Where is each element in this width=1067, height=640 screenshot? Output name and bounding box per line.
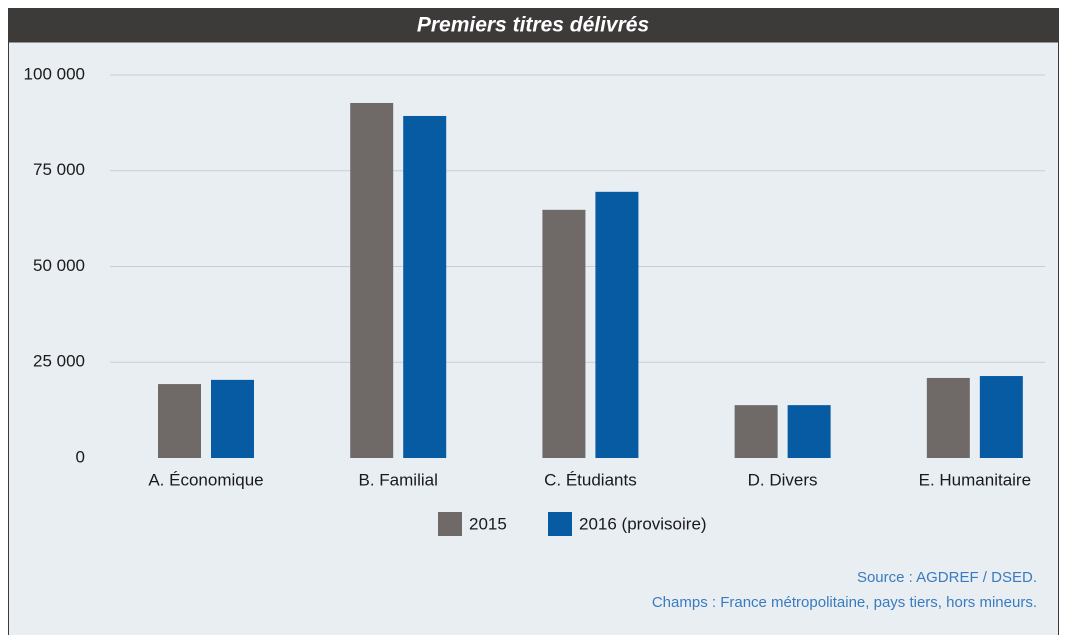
panel	[8, 41, 1059, 640]
bar	[926, 377, 970, 458]
bar	[979, 376, 1023, 458]
y-tick-label: 75 000	[33, 160, 85, 179]
bar	[211, 379, 254, 458]
legend-swatch	[438, 512, 462, 536]
legend-label: 2015	[469, 514, 507, 533]
chart-title: Premiers titres délivrés	[417, 14, 649, 37]
y-tick-label: 100 000	[24, 64, 85, 83]
bar	[158, 384, 201, 458]
x-tick-label: B. Familial	[359, 470, 438, 489]
y-tick-label: 50 000	[33, 256, 85, 275]
bar	[595, 191, 639, 458]
y-tick-label: 25 000	[33, 352, 85, 371]
legend-label: 2016 (provisoire)	[579, 514, 707, 533]
x-tick-label: A. Économique	[148, 470, 263, 489]
bar	[734, 405, 778, 458]
x-tick-label: E. Humanitaire	[919, 470, 1031, 489]
source: Source : AGDREF / DSED.	[857, 569, 1037, 586]
x-tick-label: C. Étudiants	[544, 470, 637, 489]
y-tick-label: 0	[76, 447, 85, 466]
bar	[403, 115, 447, 458]
x-tick-label: D. Divers	[748, 470, 818, 489]
title-bar	[8, 8, 1059, 42]
bar	[542, 209, 586, 458]
note: Champs : France métropolitaine, pays tie…	[652, 594, 1037, 611]
legend-swatch	[548, 512, 572, 536]
bar	[350, 102, 394, 459]
bar	[787, 405, 831, 458]
